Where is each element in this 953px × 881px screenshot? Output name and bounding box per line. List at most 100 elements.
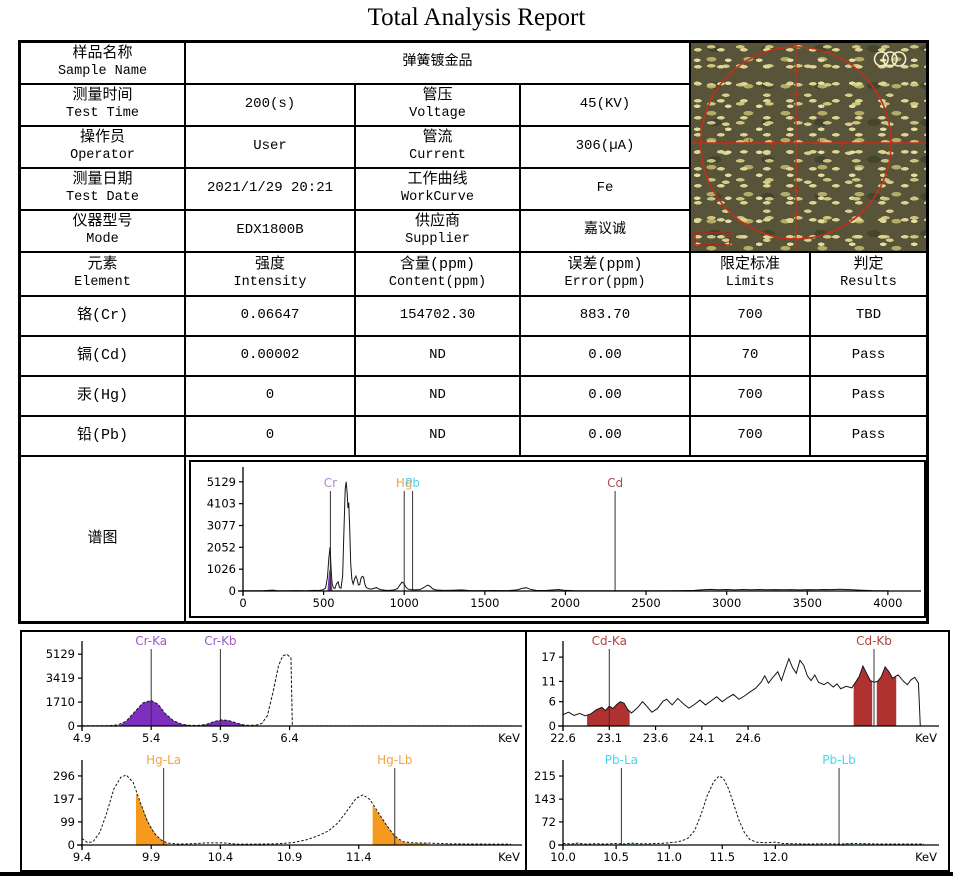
voltage-label-cn: 管压 xyxy=(422,87,453,105)
scale-marker xyxy=(694,232,731,246)
svg-text:11.4: 11.4 xyxy=(346,850,372,864)
element-error: 883.70 xyxy=(521,297,689,335)
svg-text:KeV: KeV xyxy=(915,731,937,745)
svg-text:Hg: Hg xyxy=(396,476,413,490)
work-curve-value: Fe xyxy=(521,169,689,209)
svg-text:5.4: 5.4 xyxy=(142,731,160,745)
supplier-label-cn: 供应商 xyxy=(414,213,460,231)
current-label-en: Current xyxy=(409,147,466,163)
full-spectrum-box: Cr Hg Pb Cd 0 500 1000 1500 2000 2500 3000 3500 4000… xyxy=(189,460,926,618)
element-result: TBD xyxy=(811,297,926,335)
mode-value: EDX1800B xyxy=(186,211,354,251)
element-content: ND xyxy=(356,417,519,455)
operator-label-cn: 操作员 xyxy=(79,129,125,147)
svg-text:143: 143 xyxy=(534,792,556,806)
svg-text:Cd-Ka: Cd-Ka xyxy=(592,634,627,648)
svg-text:2500: 2500 xyxy=(631,596,660,610)
col-header-limits: 限定标准 Limits xyxy=(691,253,809,295)
operator-label-en: Operator xyxy=(70,147,135,163)
current-label: 管流 Current xyxy=(356,127,519,167)
svg-text:0: 0 xyxy=(239,596,246,610)
svg-text:KeV: KeV xyxy=(915,850,937,864)
svg-text:5129: 5129 xyxy=(46,647,75,661)
element-intensity: 0 xyxy=(186,377,354,415)
svg-text:24.6: 24.6 xyxy=(735,731,761,745)
svg-text:3000: 3000 xyxy=(712,596,741,610)
work-curve-label-cn: 工作曲线 xyxy=(407,171,468,189)
analysis-table: 样品名称 Sample Name 弹簧镀金品 xyxy=(18,40,929,624)
col-header-error: 误差(ppm) Error(ppm) xyxy=(521,253,689,295)
svg-text:9.4: 9.4 xyxy=(73,850,91,864)
element-name: 汞(Hg) xyxy=(21,377,184,415)
element-spectra-panel: Cr-Ka Cr-Kb 4.9 5.4 5.9 6.4 0 1710 3419 5129 KeV C… xyxy=(20,630,950,872)
element-result: Pass xyxy=(811,337,926,375)
pb-spectrum-cell: Pb-La Pb-Lb 10.0 10.5 11.0 11.5 12.0 0 72 143 215 K… xyxy=(527,751,948,870)
svg-text:0: 0 xyxy=(549,838,556,852)
sample-name-value: 弹簧镀金品 xyxy=(186,43,689,83)
supplier-label: 供应商 Supplier xyxy=(356,211,519,251)
svg-text:0: 0 xyxy=(229,584,236,598)
svg-text:23.6: 23.6 xyxy=(643,731,669,745)
svg-text:10.4: 10.4 xyxy=(208,850,234,864)
svg-text:215: 215 xyxy=(534,769,556,783)
operator-value: User xyxy=(186,127,354,167)
svg-text:72: 72 xyxy=(541,815,556,829)
pb-spectrum-chart: Pb-La Pb-Lb 10.0 10.5 11.0 11.5 12.0 0 72 143 215 K… xyxy=(534,753,939,864)
svg-text:Hg-La: Hg-La xyxy=(146,753,181,767)
work-curve-label: 工作曲线 WorkCurve xyxy=(356,169,519,209)
element-limit: 70 xyxy=(691,337,809,375)
svg-text:1710: 1710 xyxy=(46,695,75,709)
svg-text:10.9: 10.9 xyxy=(277,850,303,864)
element-intensity: 0 xyxy=(186,417,354,455)
col-header-results: 判定 Results xyxy=(811,253,926,295)
svg-text:197: 197 xyxy=(53,792,75,806)
svg-text:4.9: 4.9 xyxy=(73,731,91,745)
svg-text:KeV: KeV xyxy=(498,731,520,745)
test-time-label-cn: 测量时间 xyxy=(72,87,133,105)
svg-text:11.5: 11.5 xyxy=(709,850,735,864)
sample-photo xyxy=(691,43,926,251)
test-date-label: 测量日期 Test Date xyxy=(21,169,184,209)
svg-text:9.9: 9.9 xyxy=(142,850,160,864)
svg-text:Cr-Ka: Cr-Ka xyxy=(135,634,167,648)
voltage-value: 45(KV) xyxy=(521,85,689,125)
work-curve-label-en: WorkCurve xyxy=(401,189,474,205)
svg-text:Cr: Cr xyxy=(324,476,337,490)
svg-text:0: 0 xyxy=(68,838,75,852)
element-limit: 700 xyxy=(691,297,809,335)
svg-text:11.0: 11.0 xyxy=(656,850,682,864)
element-error: 0.00 xyxy=(521,377,689,415)
element-content: ND xyxy=(356,337,519,375)
test-time-label-en: Test Time xyxy=(66,105,139,121)
element-intensity: 0.00002 xyxy=(186,337,354,375)
svg-text:1026: 1026 xyxy=(207,562,236,576)
cd-spectrum-cell: Cd-Ka Cd-Kb 22.6 23.1 23.6 24.1 24.6 0 6 11 17 KeV xyxy=(527,632,948,751)
svg-text:6.4: 6.4 xyxy=(280,731,298,745)
svg-text:Pb: Pb xyxy=(405,476,420,490)
svg-text:3077: 3077 xyxy=(207,519,236,533)
hg-spectrum-chart: Hg-La Hg-Lb 9.4 9.9 10.4 10.9 11.4 0 99 197 296 KeV xyxy=(53,753,522,864)
element-name: 镉(Cd) xyxy=(21,337,184,375)
voltage-label: 管压 Voltage xyxy=(356,85,519,125)
element-limit: 700 xyxy=(691,377,809,415)
svg-text:0: 0 xyxy=(549,719,556,733)
svg-text:0: 0 xyxy=(68,719,75,733)
svg-text:4000: 4000 xyxy=(873,596,902,610)
svg-text:99: 99 xyxy=(60,815,75,829)
element-error: 0.00 xyxy=(521,337,689,375)
element-intensity: 0.06647 xyxy=(186,297,354,335)
sample-name-label: 样品名称 Sample Name xyxy=(21,43,184,83)
element-result: Pass xyxy=(811,417,926,455)
svg-text:22.6: 22.6 xyxy=(550,731,576,745)
svg-text:17: 17 xyxy=(541,650,556,664)
svg-text:23.1: 23.1 xyxy=(596,731,622,745)
current-value: 306(µA) xyxy=(521,127,689,167)
test-date-label-en: Test Date xyxy=(66,189,139,205)
cd-spectrum-chart: Cd-Ka Cd-Kb 22.6 23.1 23.6 24.1 24.6 0 6 11 17 KeV xyxy=(541,634,939,745)
svg-text:Cr-Kb: Cr-Kb xyxy=(204,634,236,648)
full-spectrum-cell: Cr Hg Pb Cd 0 500 1000 1500 2000 2500 3000 3500 4000… xyxy=(186,457,926,621)
mode-label: 仪器型号 Mode xyxy=(21,211,184,251)
element-content: ND xyxy=(356,377,519,415)
